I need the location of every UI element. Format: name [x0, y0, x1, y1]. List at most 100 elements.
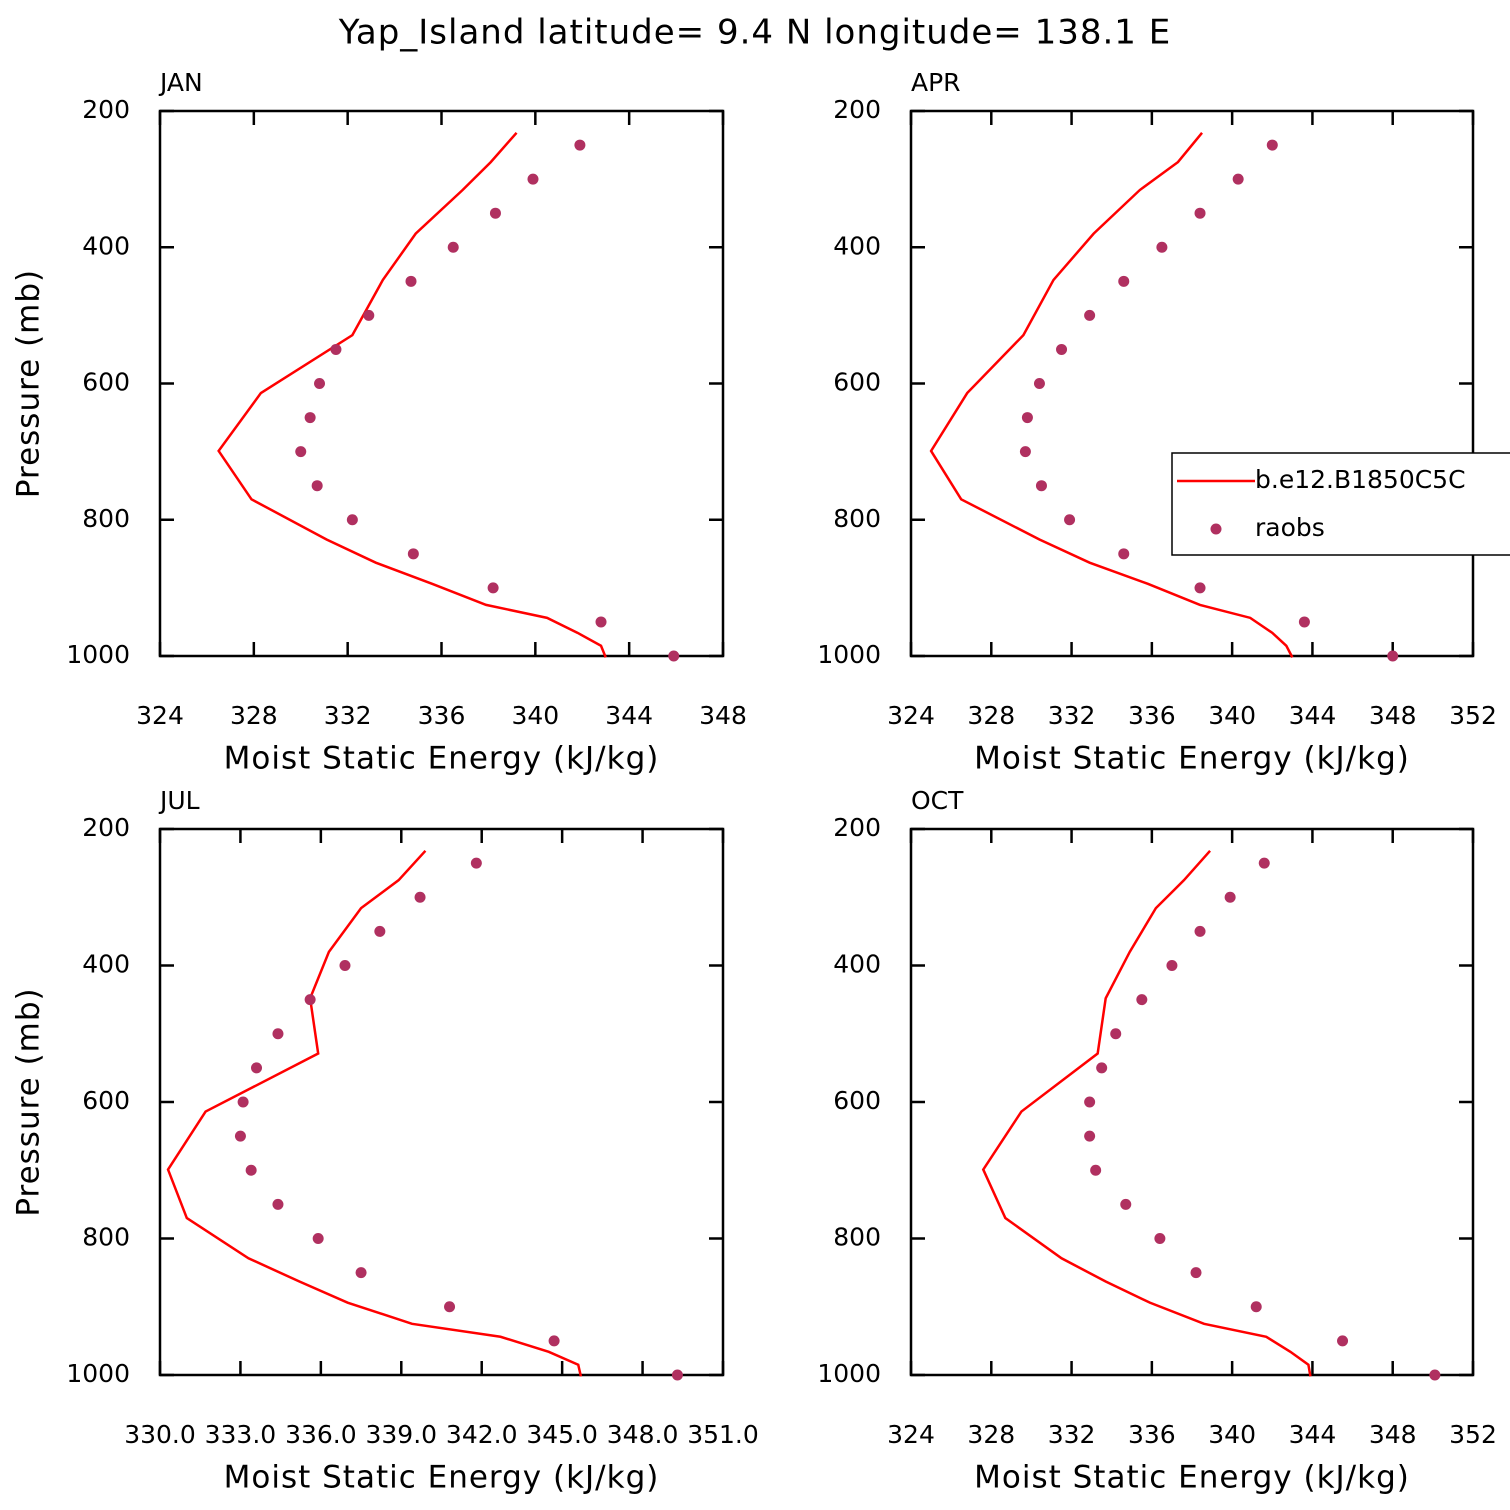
x-tick-label: 330.0: [124, 1420, 196, 1449]
panel-title: APR: [911, 68, 961, 97]
raobs-point: [1118, 275, 1130, 287]
y-tick-label: 200: [833, 813, 881, 842]
raobs-point: [548, 1335, 560, 1347]
x-tick-label: 348.0: [607, 1420, 679, 1449]
y-tick-label: 600: [82, 1086, 130, 1115]
raobs-point: [234, 1130, 246, 1142]
raobs-point: [447, 241, 459, 253]
raobs-point: [668, 650, 680, 662]
plot-frame: [158, 109, 725, 658]
x-tick-label: 328: [230, 701, 278, 730]
raobs-point: [374, 925, 386, 937]
x-tick-label: 332: [1048, 701, 1096, 730]
raobs-point: [1035, 480, 1047, 492]
plot-frame: [909, 827, 1475, 1377]
x-tick-label: 348: [699, 701, 747, 730]
y-tick-label: 800: [82, 1223, 130, 1252]
panel-title: JAN: [158, 68, 203, 97]
x-tick-label: 352: [1449, 1420, 1497, 1449]
x-tick-label: 333.0: [205, 1420, 277, 1449]
x-tick-label: 339.0: [365, 1420, 437, 1449]
raobs-point: [1064, 514, 1076, 526]
raobs-point: [330, 343, 342, 355]
raobs-point: [1136, 994, 1148, 1006]
raobs-point: [1156, 241, 1168, 253]
raobs-point: [1084, 309, 1096, 321]
raobs-point: [346, 514, 358, 526]
y-tick-label: 200: [833, 95, 881, 124]
x-tick-label: 344: [1289, 701, 1337, 730]
raobs-point: [1166, 960, 1178, 971]
raobs-point: [414, 891, 426, 903]
x-tick-label: 336.0: [285, 1420, 357, 1449]
raobs-point: [272, 1028, 284, 1040]
x-axis-label: Moist Static Energy (kJ/kg): [974, 741, 1410, 777]
model-line: [981, 850, 1312, 1377]
x-tick-label: 345.0: [526, 1420, 598, 1449]
y-tick-label: 800: [82, 504, 130, 533]
raobs-point: [405, 275, 417, 287]
raobs-point: [1194, 207, 1206, 219]
raobs-point: [339, 960, 351, 971]
raobs-point: [1266, 139, 1278, 151]
x-tick-label: 344: [1289, 1420, 1337, 1449]
model-line: [217, 131, 607, 658]
x-axis-label: Moist Static Energy (kJ/kg): [224, 741, 660, 777]
raobs-point: [1194, 582, 1206, 594]
plot-frame: [909, 109, 1475, 658]
raobs-point: [487, 582, 499, 594]
x-tick-label: 340: [1208, 701, 1256, 730]
raobs-point: [245, 1164, 257, 1176]
x-tick-label: 342.0: [446, 1420, 518, 1449]
raobs-point: [1387, 650, 1399, 662]
x-tick-label: 336: [1128, 1420, 1176, 1449]
raobs-point: [1021, 412, 1033, 424]
raobs-point: [1194, 925, 1206, 937]
raobs-point: [355, 1267, 367, 1279]
raobs-point: [363, 309, 375, 321]
x-tick-label: 332: [324, 701, 372, 730]
y-tick-label: 1000: [66, 640, 130, 669]
raobs-point: [237, 1096, 249, 1108]
raobs-point: [251, 1062, 263, 1074]
y-axis-label: Pressure (mb): [11, 269, 47, 498]
raobs-point: [1258, 857, 1270, 869]
raobs-point: [314, 378, 326, 389]
y-tick-label: 600: [833, 368, 881, 397]
y-tick-label: 400: [82, 950, 130, 979]
x-tick-label: 336: [1128, 701, 1176, 730]
x-tick-label: 352: [1449, 701, 1497, 730]
raobs-point: [1154, 1233, 1166, 1244]
raobs-point: [1120, 1198, 1132, 1210]
raobs-point: [574, 139, 586, 151]
x-tick-label: 328: [967, 1420, 1015, 1449]
y-tick-label: 400: [82, 231, 130, 260]
legend-marker: [1210, 523, 1222, 535]
raobs-point: [1337, 1335, 1349, 1347]
y-tick-label: 1000: [66, 1359, 130, 1388]
y-tick-label: 400: [833, 231, 881, 260]
raobs-point: [1298, 616, 1310, 628]
raobs-point: [1118, 548, 1130, 560]
model-line: [166, 849, 583, 1377]
x-tick-label: 324: [887, 701, 935, 730]
panel-title: OCT: [911, 786, 964, 815]
x-tick-label: 328: [967, 701, 1015, 730]
x-tick-label: 340: [1208, 1420, 1256, 1449]
raobs-point: [407, 548, 419, 560]
y-tick-label: 800: [833, 504, 881, 533]
raobs-point: [1084, 1130, 1096, 1142]
x-tick-label: 340: [511, 701, 559, 730]
raobs-point: [304, 994, 316, 1006]
y-tick-label: 600: [833, 1086, 881, 1115]
x-tick-label: 324: [887, 1420, 935, 1449]
y-tick-label: 200: [82, 813, 130, 842]
raobs-point: [1232, 173, 1244, 185]
y-tick-label: 200: [82, 95, 130, 124]
raobs-point: [1224, 891, 1236, 903]
raobs-point: [671, 1369, 683, 1381]
legend-box: [1171, 452, 1510, 556]
raobs-point: [272, 1198, 284, 1210]
raobs-point: [1110, 1028, 1122, 1040]
y-tick-label: 1000: [817, 640, 881, 669]
